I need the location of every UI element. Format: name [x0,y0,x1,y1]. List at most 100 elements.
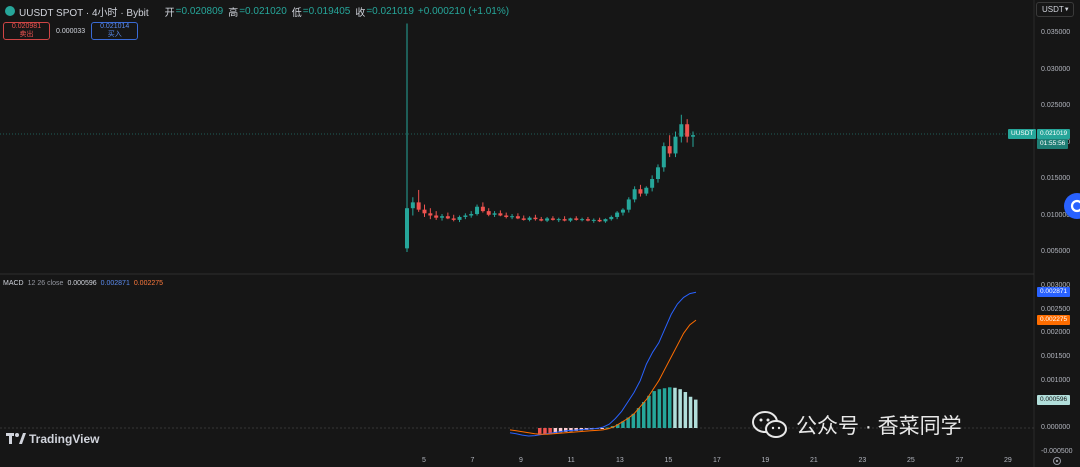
low-label: 低 [291,7,302,19]
candle-body [486,211,491,215]
high-label: 高 [228,7,239,19]
histogram-bar [574,428,578,431]
settings-gear-icon[interactable] [1052,456,1062,466]
macd-legend-name: MACD [3,280,24,287]
candle-body [451,218,456,220]
histogram-bar [538,428,542,434]
chevron-down-icon: ▼ [1063,6,1070,13]
candle-body [615,212,620,217]
histogram-value-tag: 0.000596 [1037,395,1071,405]
histogram-bar [668,387,672,428]
sell-price: 0.020981 [11,23,42,30]
candle-body [638,189,643,194]
countdown-tag: 01:55:56 [1037,139,1069,149]
histogram-bar [605,427,610,429]
sell-button[interactable]: 0.020981 卖出 [3,22,50,40]
scroll-to-latest-button[interactable] [1064,193,1080,219]
histogram-bar [621,421,625,428]
histogram-bar [647,395,651,428]
histogram-bar [569,428,573,432]
open-value: =0.020809 [175,5,224,17]
high-value: =0.021020 [239,5,287,17]
candle-body [434,215,439,218]
candle-body [545,218,550,221]
candle-body [475,206,480,215]
macd-axis-label: 0.002500 [1041,305,1071,313]
histogram-bar [616,424,620,428]
histogram-bar [657,389,662,428]
candle-body [562,219,567,221]
candle-body [609,216,614,220]
time-axis-label: 23 [858,457,867,464]
buy-label: 买入 [107,31,122,38]
candle-body [644,187,649,194]
candle-body [469,214,474,216]
time-axis-label: 29 [1004,457,1012,464]
candle-body [591,219,596,221]
price-axis-label: 0.010000 [1041,211,1071,219]
candle-body [632,189,637,200]
candle-body [515,216,520,219]
candle-body [498,213,503,216]
macd-axis-label: 0.001500 [1041,353,1071,360]
histogram-bar [631,413,636,428]
price-axis-label: 0.015000 [1041,175,1071,182]
candle-body [580,219,585,221]
time-axis-label: 13 [616,457,624,464]
macd-legend[interactable]: MACD 12 26 close 0.000596 0.002871 0.002… [3,280,163,287]
candle-body [405,208,409,249]
tradingview-text: TradingView [29,432,100,446]
candle-body [574,218,579,220]
histogram-bar [564,428,568,432]
macd-legend-signal: 0.002275 [133,280,164,287]
candle-body [504,215,509,217]
buy-button[interactable]: 0.021014 买入 [91,22,139,40]
histogram-bar [688,396,693,428]
histogram-bar [636,408,641,428]
candle-body [585,219,590,221]
candle-body [685,124,690,137]
macd-axis-label: 0.001000 [1041,376,1071,384]
currency-value: USDT [1042,5,1064,14]
candle-body [521,218,526,220]
macd-value-tag: 0.002871 [1037,287,1071,297]
trade-panel: 0.020981 卖出 0.000033 0.021014 买入 [3,22,139,40]
histogram-bar [626,417,630,428]
open-label: 开 [164,7,175,19]
histogram-bar [558,428,563,433]
candle-body [527,217,532,220]
candle-body [550,218,555,220]
low-value: =0.019405 [302,5,351,17]
macd-legend-macd: 0.002871 [100,280,130,287]
close-label: 收 [355,7,366,19]
currency-select[interactable]: USDT ▼ [1036,2,1074,17]
candle-body [533,217,538,220]
candle-body [673,136,678,154]
histogram-bar [600,428,604,429]
candle-body [679,124,684,137]
candle-body [655,167,660,179]
candle-body [422,209,427,214]
time-axis-label: 25 [907,457,915,464]
sell-label: 卖出 [19,31,34,38]
price-axis-label: 0.005000 [1041,248,1071,255]
symbol-title[interactable]: UUSDT SPOT · 4小时 · Bybit [19,7,149,19]
histogram-bar [683,392,688,428]
time-axis-label: 9 [519,457,523,464]
candle-body [539,219,544,221]
candle-body [463,215,468,217]
candle-body [597,219,602,222]
candle-body [667,146,672,154]
spread-value: 0.000033 [56,27,86,35]
symbol-price-tag: UUSDT [1008,129,1037,139]
signal-line [509,319,697,435]
macd-legend-hist: 0.000596 [67,280,97,287]
macd-axis-label: 0.002000 [1041,329,1071,337]
histogram-bar [543,428,547,435]
macd-histogram [538,387,698,435]
wechat-watermark: 公众号 · 香菜同学 [752,410,962,440]
candle-body [568,218,573,221]
signal-value-tag: 0.002275 [1037,315,1071,325]
watermark-text: 公众号 · 香菜同学 [796,415,962,438]
